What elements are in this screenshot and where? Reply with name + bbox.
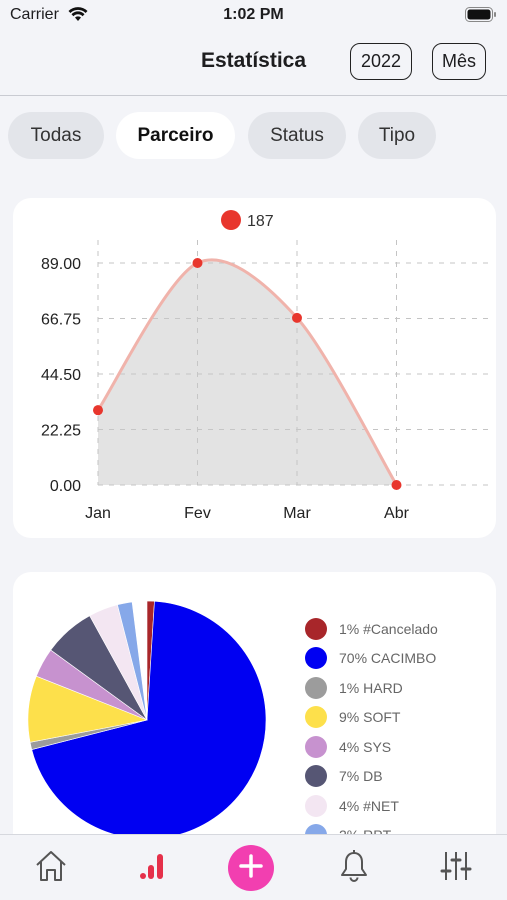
wifi-icon (68, 6, 88, 27)
legend-label: 4% SYS (339, 738, 392, 755)
add-button[interactable] (221, 835, 281, 900)
data-point[interactable] (292, 312, 302, 323)
legend-label: 9% SOFT (339, 709, 401, 726)
clock: 1:02 PM (223, 6, 284, 23)
legend-swatch (305, 735, 327, 758)
data-point[interactable] (391, 480, 402, 490)
home-icon (33, 848, 69, 889)
legend-item: 7% DB (305, 762, 438, 792)
bell-icon (338, 849, 370, 888)
x-tick-label: Jan (85, 505, 111, 522)
legend-item: 70% CACIMBO (305, 644, 438, 674)
filter-chip-partner[interactable]: Parceiro (116, 112, 235, 159)
stats-icon (136, 850, 168, 887)
legend-swatch (305, 647, 327, 670)
status-bar: Carrier 1:02 PM (0, 0, 507, 32)
carrier-label: Carrier (10, 6, 59, 23)
legend-item: 4% #NET (305, 791, 438, 821)
legend-label: 1% #Cancelado (339, 620, 438, 637)
tab-notifications[interactable] (324, 835, 384, 900)
sliders-icon (439, 850, 473, 887)
y-tick-label: 89.00 (41, 256, 81, 273)
series-area (98, 259, 397, 485)
y-tick-label: 22.25 (41, 423, 81, 440)
period-button[interactable]: Mês (432, 43, 486, 80)
plus-icon (238, 853, 264, 884)
add-circle (228, 845, 274, 891)
legend-item: 1% #Cancelado (305, 614, 438, 644)
legend-label: 7% DB (339, 768, 383, 785)
filter-chip-status[interactable]: Status (248, 112, 346, 159)
filter-chip-type[interactable]: Tipo (358, 112, 436, 159)
line-chart-card: 0.00 22.25 44.50 66.75 89.00 Jan Fev Mar Abr 187 (13, 198, 496, 538)
series-line (96, 258, 398, 486)
legend-item: 9% SOFT (305, 703, 438, 733)
x-tick-label: Mar (283, 505, 311, 522)
data-point[interactable] (93, 405, 103, 416)
pie-legend: 1% #Cancelado 70% CACIMBO 1% HARD 9% SOFT 4%… (305, 614, 438, 850)
tab-home[interactable] (21, 835, 81, 900)
legend-item: 1% HARD (305, 673, 438, 703)
tab-bar (0, 834, 507, 900)
legend-swatch (305, 794, 327, 817)
legend-swatch (305, 676, 327, 699)
y-tick-label: 0.00 (50, 478, 81, 495)
legend-item: 4% SYS (305, 732, 438, 762)
header: Estatística 2022 Mês (0, 32, 507, 96)
battery-icon (465, 7, 497, 28)
legend-label: 187 (247, 213, 274, 230)
tab-stats[interactable] (122, 835, 182, 900)
pie-chart (27, 600, 267, 840)
tab-filters[interactable] (426, 835, 486, 900)
legend-label: 4% #NET (339, 797, 399, 814)
y-tick-label: 44.50 (41, 367, 81, 384)
page-title: Estatística (200, 49, 307, 72)
legend-label: 70% CACIMBO (339, 650, 437, 667)
legend-swatch (305, 706, 327, 729)
data-point[interactable] (192, 258, 203, 268)
legend-swatch (305, 765, 327, 788)
legend-marker (221, 210, 241, 230)
pie-slice[interactable] (31, 600, 267, 840)
pie-slice[interactable] (117, 601, 148, 721)
year-button[interactable]: 2022 (350, 43, 412, 80)
legend-swatch (305, 617, 327, 640)
filter-chip-all[interactable]: Todas (8, 112, 104, 159)
x-tick-label: Fev (184, 505, 211, 522)
y-tick-label: 66.75 (41, 312, 81, 329)
x-tick-label: Abr (384, 505, 410, 522)
legend-label: 1% HARD (339, 679, 403, 696)
line-chart: 0.00 22.25 44.50 66.75 89.00 Jan Fev Mar Abr 187 (41, 210, 489, 522)
